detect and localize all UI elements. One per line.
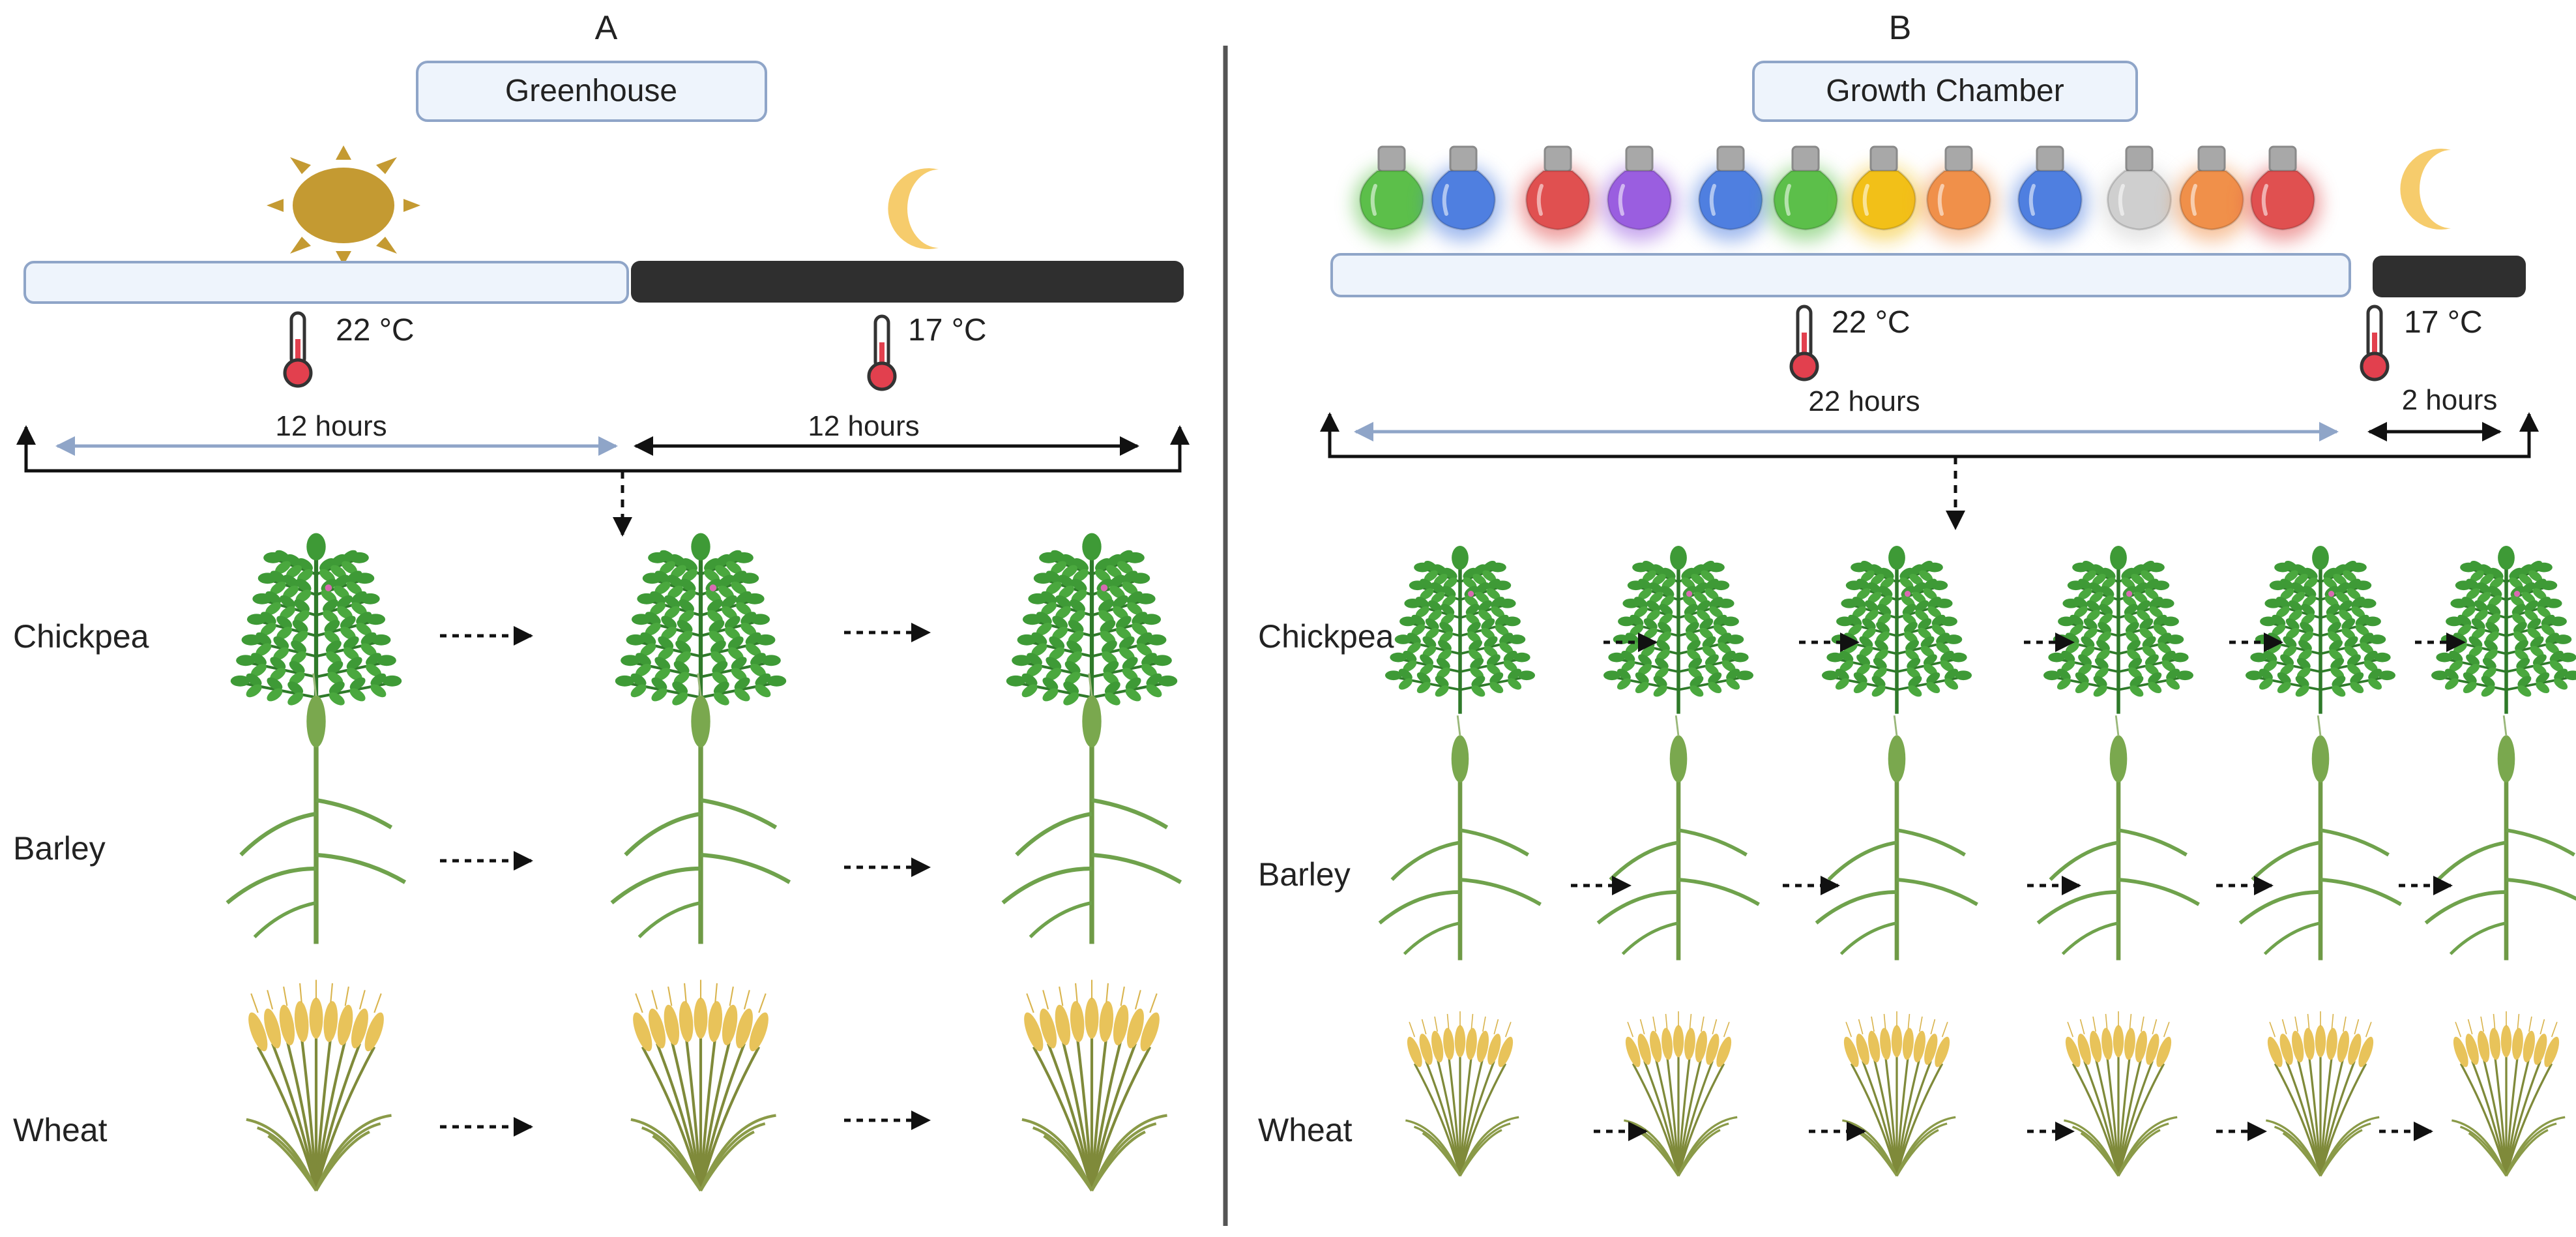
barley-plant-icon [2238, 715, 2402, 961]
light-bulb-icon [2101, 145, 2177, 241]
thermometer-icon [283, 311, 313, 388]
panel-a-day-duration: 12 hours [275, 410, 387, 442]
barley-plant-icon [1378, 715, 1542, 961]
sun-icon [267, 145, 420, 265]
chickpea-plant-icon [2431, 546, 2576, 714]
panel-b-day-bar [1330, 253, 2351, 297]
barley-plant-icon [2036, 715, 2200, 961]
panel-b-title: Growth Chamber [1826, 74, 2064, 108]
panel-a-letter: A [595, 9, 618, 47]
wheat-plant-icon [1021, 979, 1167, 1192]
chickpea-plant-icon [1006, 533, 1178, 725]
panel-a-day-temp: 22 °C [336, 313, 415, 348]
light-bulb-icon [1921, 145, 1997, 241]
light-bulb-icon [1846, 145, 1922, 241]
thermometer-icon [867, 314, 897, 391]
panel-a-title: Greenhouse [505, 74, 677, 108]
chickpea-plant-icon [2246, 546, 2395, 714]
panel-b-title-box [1752, 61, 2138, 122]
chickpea-plant-icon [615, 533, 787, 725]
panel-a-title-box [416, 61, 767, 122]
panel-b-night-temp: 17 °C [2404, 305, 2483, 340]
panel-a-night-temp: 17 °C [908, 313, 987, 348]
chickpea-plant-icon [1385, 546, 1535, 714]
chickpea-plant-icon [2043, 546, 2193, 714]
panel-a-night-duration: 12 hours [808, 410, 919, 442]
wheat-plant-icon [2452, 1011, 2566, 1177]
light-bulb-icon [1768, 145, 1843, 241]
thermometer-icon [2360, 305, 2390, 381]
light-bulb-icon [1693, 145, 1768, 241]
panel-a-greenhouse: A Greenhouse [13, 9, 1190, 1148]
moon-icon [2400, 149, 2451, 230]
chickpea-plant-icon [1603, 546, 1753, 714]
wheat-plant-icon [2064, 1011, 2178, 1177]
panel-b-letter: B [1889, 9, 1912, 47]
wheat-plant-icon [1624, 1011, 1738, 1177]
light-bulb-icon [1602, 145, 1677, 241]
light-bulb-icon [2245, 145, 2320, 241]
panel-a-night-bar [631, 261, 1184, 303]
panel-a-day-bar [23, 261, 629, 304]
panel-b-cycle-bracket [1328, 417, 2531, 458]
panel-a-cycle-bracket [24, 430, 1182, 473]
light-bulb-icon [2174, 145, 2249, 241]
light-bulb-icon [2012, 145, 2088, 241]
light-bulb-icon [1354, 145, 1429, 241]
light-bulb-row [1354, 145, 2320, 241]
wheat-plant-icon [1405, 1011, 1519, 1177]
panel-b-day-temp: 22 °C [1832, 305, 1910, 340]
panel-b-night-bar [2373, 256, 2526, 297]
barley-plant-icon [1001, 673, 1182, 944]
panel-a-label-wheat: Wheat [13, 1112, 108, 1148]
panel-b-label-barley: Barley [1258, 856, 1351, 893]
barley-plant-icon [1815, 715, 1978, 961]
panel-a-label-barley: Barley [13, 830, 106, 867]
chickpea-plant-icon [1822, 546, 1972, 714]
panel-a-label-chickpea: Chickpea [13, 618, 149, 655]
panel-b-night-duration: 2 hours [2402, 384, 2498, 416]
panel-b-label-chickpea: Chickpea [1258, 618, 1394, 655]
panel-b-day-duration: 22 hours [1808, 385, 1920, 417]
wheat-plant-icon [246, 979, 392, 1192]
moon-icon [888, 168, 939, 249]
thermometer-icon [1789, 305, 1819, 381]
light-bulb-icon [1426, 145, 1501, 241]
panel-b-growth-chamber: B Growth Chamber 22 °C 17 °C 22 hours 2 … [1258, 9, 2539, 1148]
barley-plant-icon [1596, 715, 1760, 961]
wheat-plant-icon [2266, 1011, 2380, 1177]
barley-plant-icon [610, 673, 791, 944]
wheat-plant-icon [1842, 1011, 1956, 1177]
wheat-plant-icon [630, 979, 776, 1192]
panel-b-label-wheat: Wheat [1258, 1112, 1353, 1148]
chickpea-plant-icon [230, 533, 402, 725]
plant-illustrations [226, 533, 2576, 1192]
light-bulb-icon [1520, 145, 1596, 241]
barley-plant-icon [226, 673, 407, 944]
barley-plant-icon [2424, 715, 2576, 961]
